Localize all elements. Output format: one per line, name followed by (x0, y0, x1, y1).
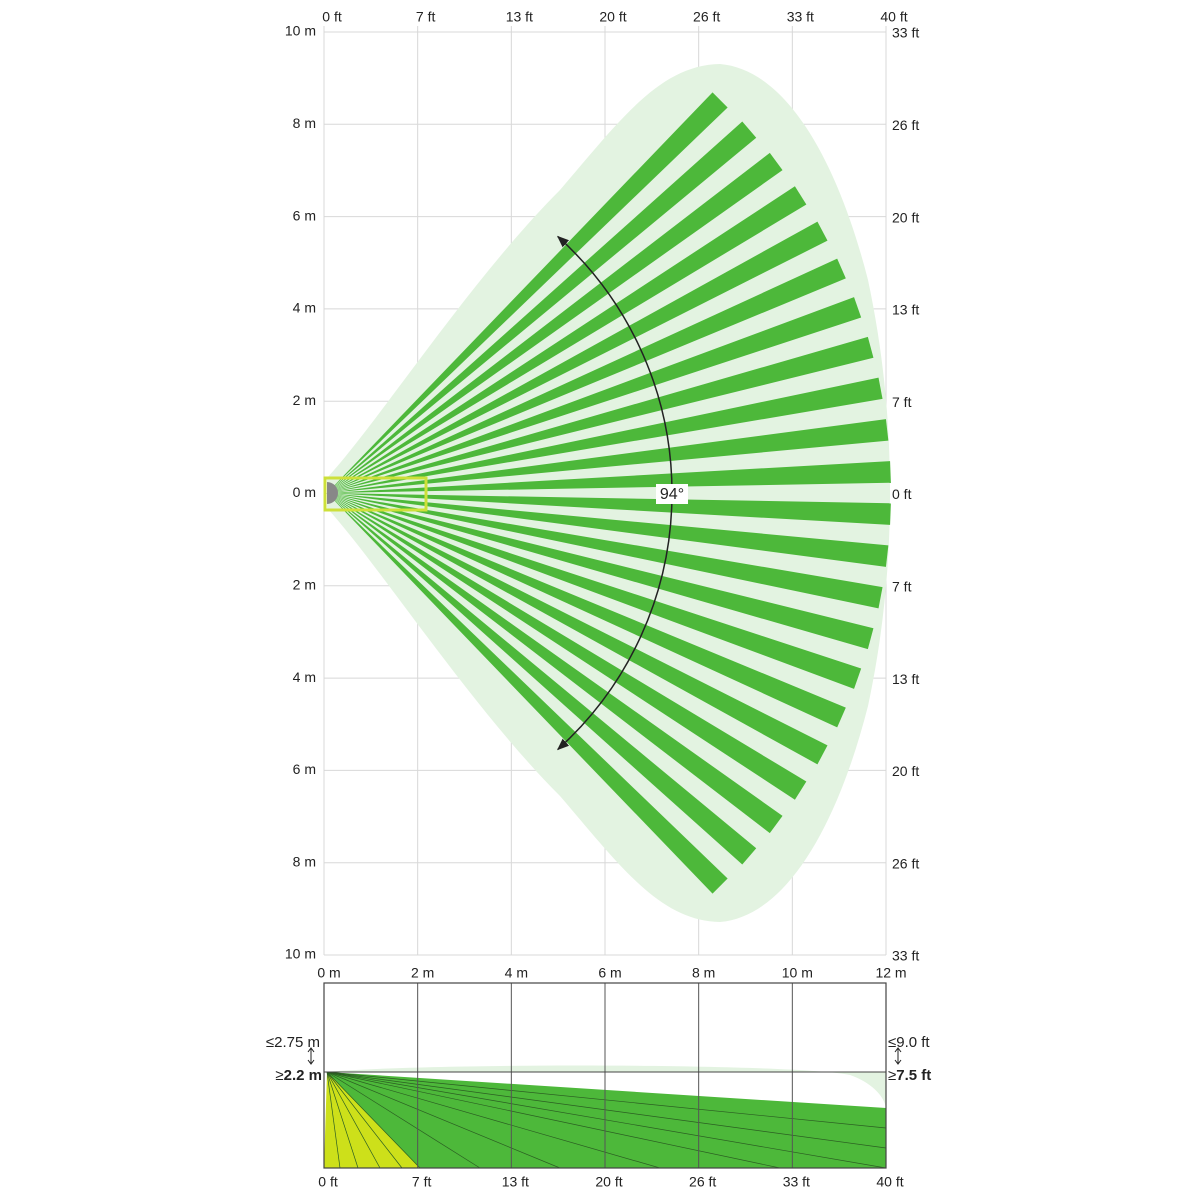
ft-bottom-label: 40 ft (876, 1174, 903, 1190)
m-left-label: 2 m (293, 577, 316, 593)
ft-top-label: 33 ft (787, 9, 814, 25)
ft-right-label: 33 ft (892, 25, 919, 41)
ft-top-label: 7 ft (416, 9, 436, 25)
m-left-label: 4 m (293, 669, 316, 685)
detector (327, 482, 338, 504)
side-envelope (324, 1065, 886, 1108)
beam (327, 493, 783, 834)
height-arrow-left (307, 1047, 315, 1065)
height-min-symbol: ≥ (888, 1067, 896, 1084)
m-left-label: 10 m (285, 23, 316, 39)
ft-top-label: 26 ft (693, 9, 720, 25)
m-top-label: 8 m (692, 965, 715, 981)
ft-top-label: 40 ft (880, 9, 907, 25)
beam (327, 297, 862, 493)
ft-bottom-label: 26 ft (689, 1174, 716, 1190)
beam (327, 493, 828, 765)
height-max-right: ≤9.0 ft (888, 1034, 930, 1051)
m-top-label: 12 m (875, 965, 906, 981)
beam (327, 493, 874, 650)
ft-right-label: 0 ft (892, 486, 912, 502)
beam (327, 493, 728, 894)
side-grid (417, 983, 793, 1168)
ft-right-label: 20 ft (892, 763, 919, 779)
ft-right-label: 20 ft (892, 209, 919, 225)
side-ray (326, 1071, 403, 1169)
detector-zone (323, 476, 428, 512)
height-min-symbol: ≥ (275, 1067, 283, 1084)
m-top-label: 0 m (317, 965, 340, 981)
m-left-label: 8 m (293, 853, 316, 869)
ft-top-label: 13 ft (506, 9, 533, 25)
side-ray (326, 1071, 381, 1169)
side-frame (323, 982, 887, 1169)
beam (327, 258, 846, 493)
m-left-label: 0 m (293, 484, 316, 500)
angle-label: 94° (660, 486, 684, 503)
beam (327, 493, 891, 525)
side-ray (326, 1071, 359, 1169)
beam (327, 92, 728, 493)
ft-right-label: 13 ft (892, 671, 919, 687)
beam (327, 493, 846, 728)
beam (327, 461, 891, 493)
side-view: ≤2.75 m ≥2.2 m ≤9.0 ft ≥7.5 ft (266, 982, 931, 1169)
side-creep-zone (324, 1072, 420, 1168)
beam (327, 152, 783, 493)
beam (327, 121, 757, 494)
beam (327, 493, 862, 689)
m-top-label: 4 m (505, 965, 528, 981)
m-left-label: 10 m (285, 946, 316, 962)
height-min-value: 2.2 m (284, 1067, 322, 1084)
side-ray (326, 1071, 781, 1169)
ft-right-label: 26 ft (892, 117, 919, 133)
m-left-label: 2 m (293, 392, 316, 408)
m-left-label: 6 m (293, 761, 316, 777)
ft-bottom-label: 20 ft (595, 1174, 622, 1190)
height-arrow-right (894, 1047, 902, 1065)
side-ray (326, 1071, 341, 1169)
ft-bottom-label: 33 ft (783, 1174, 810, 1190)
beam (327, 493, 889, 567)
beam (327, 336, 874, 493)
height-min-right: ≥7.5 ft (888, 1067, 931, 1084)
m-left-label: 6 m (293, 207, 316, 223)
m-top-label: 10 m (782, 965, 813, 981)
ft-right-label: 13 ft (892, 302, 919, 318)
m-left-label: 4 m (293, 300, 316, 316)
height-min-left: ≥2.2 m (275, 1067, 322, 1084)
side-ray (326, 1071, 561, 1169)
ft-right-label: 7 ft (892, 579, 912, 595)
beam (327, 221, 828, 493)
ft-top-label: 20 ft (599, 9, 626, 25)
side-ray (326, 1071, 481, 1169)
ft-bottom-label: 0 ft (318, 1174, 338, 1190)
beam (327, 419, 889, 493)
ft-bottom-label: 7 ft (412, 1174, 432, 1190)
beam (327, 493, 757, 865)
side-ray (326, 1071, 421, 1169)
height-min-value: 7.5 ft (896, 1067, 931, 1084)
m-left-label: 8 m (293, 115, 316, 131)
coverage-envelope (327, 64, 890, 922)
m-top-label: 2 m (411, 965, 434, 981)
beam (327, 493, 883, 609)
m-top-label: 6 m (598, 965, 621, 981)
ft-right-label: 33 ft (892, 948, 919, 964)
ft-bottom-label: 13 ft (502, 1174, 529, 1190)
ft-right-label: 26 ft (892, 855, 919, 871)
ft-top-label: 0 ft (322, 9, 342, 25)
angle-label-bg (656, 484, 688, 504)
beam (327, 377, 883, 493)
ft-right-label: 7 ft (892, 394, 912, 410)
height-max-left: ≤2.75 m (266, 1034, 320, 1051)
beams (327, 92, 891, 894)
